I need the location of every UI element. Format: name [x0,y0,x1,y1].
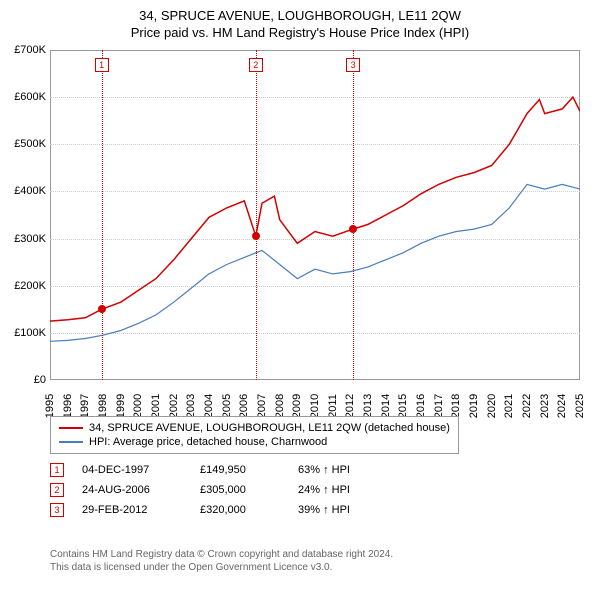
x-axis-label: 2000 [132,394,144,418]
sale-marker-inline: 2 [50,483,64,497]
series-line [50,184,580,341]
x-axis-label: 2003 [185,394,197,418]
x-axis-label: 1995 [44,394,56,418]
sale-event-line [256,50,257,380]
sale-event-marker: 2 [249,58,263,72]
x-axis-label: 2022 [521,394,533,418]
x-axis-label: 2008 [274,394,286,418]
x-axis-label: 2023 [539,394,551,418]
sale-table-row: 1 04-DEC-1997 £149,950 63% ↑ HPI [50,460,388,480]
sale-event-dot [349,225,357,233]
sale-date: 24-AUG-2006 [82,484,182,496]
y-axis-label: £500K [2,138,46,150]
x-axis-label: 1998 [97,394,109,418]
legend-label: HPI: Average price, detached house, Char… [89,436,327,448]
chart-title: 34, SPRUCE AVENUE, LOUGHBOROUGH, LE11 2Q… [0,8,600,23]
x-axis-label: 2018 [450,394,462,418]
sale-price: £305,000 [200,484,280,496]
footer-line: This data is licensed under the Open Gov… [50,561,393,574]
y-axis-label: £100K [2,327,46,339]
x-axis-label: 2024 [556,394,568,418]
chart-subtitle: Price paid vs. HM Land Registry's House … [0,25,600,40]
legend-swatch [59,427,83,429]
x-axis-label: 2002 [168,394,180,418]
sale-marker-inline: 1 [50,463,64,477]
legend-swatch [59,441,83,443]
x-axis-label: 2017 [433,394,445,418]
y-axis-label: £600K [2,91,46,103]
sale-table-row: 3 29-FEB-2012 £320,000 39% ↑ HPI [50,500,388,520]
x-axis-label: 2014 [380,394,392,418]
sale-event-dot [98,305,106,313]
x-axis-label: 2012 [344,394,356,418]
sale-event-line [353,50,354,380]
y-axis-label: £400K [2,185,46,197]
x-axis-label: 2006 [238,394,250,418]
x-axis-label: 2015 [397,394,409,418]
sale-price: £320,000 [200,504,280,516]
y-axis-label: £200K [2,280,46,292]
sale-diff: 39% ↑ HPI [298,504,388,516]
x-axis-label: 2005 [221,394,233,418]
chart-lines [50,50,580,380]
series-line [50,97,580,321]
y-axis-label: £700K [2,44,46,56]
footer-line: Contains HM Land Registry data © Crown c… [50,548,393,561]
y-axis-label: £300K [2,233,46,245]
x-axis-label: 1996 [62,394,74,418]
sale-date: 29-FEB-2012 [82,504,182,516]
legend-label: 34, SPRUCE AVENUE, LOUGHBOROUGH, LE11 2Q… [89,422,450,434]
chart-plot-area: £0£100K£200K£300K£400K£500K£600K£700K 19… [50,50,580,380]
x-axis-label: 2020 [486,394,498,418]
x-axis-label: 2001 [150,394,162,418]
sale-price: £149,950 [200,464,280,476]
sale-diff: 24% ↑ HPI [298,484,388,496]
sale-date: 04-DEC-1997 [82,464,182,476]
x-axis-label: 2016 [415,394,427,418]
y-axis-label: £0 [2,374,46,386]
sale-table-row: 2 24-AUG-2006 £305,000 24% ↑ HPI [50,480,388,500]
x-axis-label: 2013 [362,394,374,418]
legend-row: HPI: Average price, detached house, Char… [59,435,450,449]
x-axis-label: 2019 [468,394,480,418]
x-axis-label: 2021 [503,394,515,418]
x-axis-label: 2011 [327,394,339,418]
x-axis-label: 2004 [203,394,215,418]
x-axis-label: 1999 [115,394,127,418]
sale-event-marker: 3 [346,58,360,72]
legend-row: 34, SPRUCE AVENUE, LOUGHBOROUGH, LE11 2Q… [59,421,450,435]
sales-table: 1 04-DEC-1997 £149,950 63% ↑ HPI 2 24-AUG-200… [50,460,388,520]
sale-marker-inline: 3 [50,503,64,517]
x-axis-label: 2025 [574,394,586,418]
sale-event-marker: 1 [95,58,109,72]
x-axis-label: 2010 [309,394,321,418]
footer-attribution: Contains HM Land Registry data © Crown c… [50,548,393,574]
sale-event-dot [252,232,260,240]
x-axis-label: 1997 [79,394,91,418]
sale-diff: 63% ↑ HPI [298,464,388,476]
chart-legend: 34, SPRUCE AVENUE, LOUGHBOROUGH, LE11 2Q… [50,416,459,454]
sale-event-line [102,50,103,380]
x-axis-label: 2007 [256,394,268,418]
x-axis-label: 2009 [291,394,303,418]
